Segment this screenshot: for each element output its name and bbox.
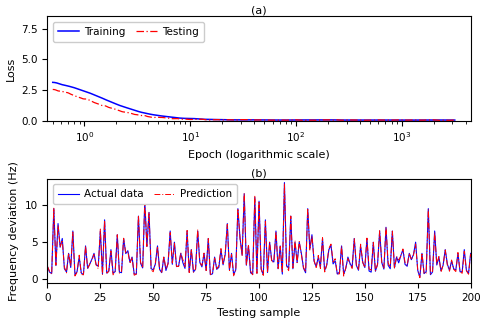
X-axis label: Testing sample: Testing sample — [217, 308, 301, 318]
Prediction — [273, 230, 279, 234]
Prediction — [83, 244, 88, 248]
Line: Training: Training — [53, 82, 455, 120]
Prediction — [436, 255, 442, 259]
Actual data — [222, 253, 228, 257]
Training — [232, 118, 238, 122]
Training — [318, 118, 324, 122]
Prediction — [45, 264, 51, 268]
Title: (a): (a) — [251, 6, 267, 16]
Training — [287, 118, 293, 122]
Testing — [452, 118, 458, 122]
Legend: Training, Testing: Training, Testing — [52, 21, 204, 42]
Line: Prediction: Prediction — [48, 183, 470, 278]
Training — [50, 80, 56, 84]
Y-axis label: Frequency deviation (Hz): Frequency deviation (Hz) — [9, 161, 19, 301]
Prediction — [281, 181, 287, 185]
Testing — [287, 118, 293, 122]
Actual data — [436, 255, 442, 259]
Prediction — [468, 252, 473, 256]
Testing — [353, 118, 359, 122]
Training — [352, 118, 358, 122]
Prediction — [222, 251, 228, 255]
Actual data — [273, 229, 279, 233]
Training — [403, 118, 409, 122]
Testing — [319, 118, 325, 122]
Actual data — [199, 265, 205, 269]
Actual data — [417, 275, 423, 279]
Testing — [232, 118, 238, 122]
X-axis label: Epoch (logarithmic scale): Epoch (logarithmic scale) — [188, 150, 330, 160]
Y-axis label: Loss: Loss — [5, 56, 16, 81]
Testing — [153, 115, 159, 119]
Prediction — [199, 264, 205, 268]
Prediction — [417, 276, 423, 280]
Testing — [121, 110, 127, 114]
Line: Testing: Testing — [53, 89, 455, 120]
Testing — [50, 87, 56, 91]
Training — [452, 118, 458, 122]
Actual data — [45, 265, 51, 269]
Actual data — [47, 270, 52, 274]
Actual data — [281, 180, 287, 184]
Actual data — [468, 251, 473, 255]
Legend: Actual data, Prediction: Actual data, Prediction — [52, 184, 237, 204]
Line: Actual data: Actual data — [48, 182, 470, 277]
Training — [153, 113, 159, 117]
Actual data — [83, 244, 88, 248]
Testing — [301, 118, 307, 122]
Prediction — [47, 270, 52, 273]
Title: (b): (b) — [251, 168, 267, 178]
Training — [121, 105, 127, 109]
